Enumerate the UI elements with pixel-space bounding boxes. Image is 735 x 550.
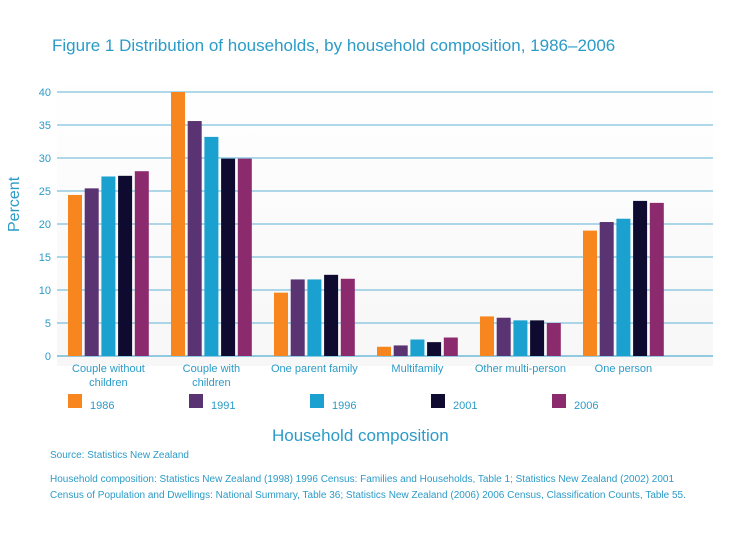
category-label-line2: children: [89, 377, 128, 389]
bar-1996: [204, 136, 219, 356]
category-label: Couple with: [183, 363, 240, 375]
legend-label: 2001: [453, 400, 477, 412]
bar-2001: [633, 200, 648, 356]
chart-title: Figure 1 Distribution of households, by …: [52, 36, 616, 55]
bar-2001: [427, 342, 442, 356]
bar-1996: [616, 218, 631, 356]
bar-2006: [649, 202, 664, 356]
bar-2006: [340, 278, 355, 356]
category-label-line2: children: [192, 377, 231, 389]
bar-2006: [237, 158, 252, 356]
bar-1991: [290, 279, 305, 356]
bar-1986: [68, 194, 82, 356]
bar-2006: [443, 337, 458, 356]
y-tick-label: 35: [39, 120, 51, 132]
bar-1991: [599, 222, 614, 356]
bar-1996: [410, 339, 425, 356]
y-tick-label: 40: [39, 87, 51, 99]
bar-1991: [84, 188, 99, 356]
y-axis-label: Percent: [6, 176, 23, 232]
y-tick-label: 5: [45, 318, 51, 330]
y-tick-label: 0: [45, 351, 51, 363]
bar-2001: [530, 320, 545, 356]
bar-1986: [274, 292, 288, 356]
source-note: Source: Statistics New Zealand: [50, 450, 189, 461]
bar-1986: [171, 92, 185, 356]
x-axis-label: Household composition: [272, 426, 449, 445]
bar-2006: [546, 323, 561, 356]
citation-note: Household composition: Statistics New Ze…: [50, 474, 686, 501]
bar-1986: [583, 230, 597, 356]
notes: Source: Statistics New Zealand Household…: [50, 448, 690, 504]
y-tick-label: 25: [39, 186, 51, 198]
chart: 0 5 10 15 20 25 30 35 40 Couple without children C…: [39, 87, 713, 412]
legend-swatch-1991: [189, 394, 203, 408]
bar-1986: [480, 316, 494, 356]
legend-label: 1996: [332, 400, 356, 412]
y-tick-label: 10: [39, 285, 51, 297]
legend-label: 1986: [90, 400, 114, 412]
y-tick-label: 20: [39, 219, 51, 231]
y-tick-label: 30: [39, 153, 51, 165]
legend-swatch-2001: [431, 394, 445, 408]
bar-1996: [513, 320, 528, 356]
y-tick-label: 15: [39, 252, 51, 264]
bar-1991: [496, 317, 511, 356]
bar-1996: [101, 176, 116, 356]
legend-swatch-1986: [68, 394, 82, 408]
category-label: Multifamily: [391, 363, 443, 375]
bar-1986: [377, 346, 391, 356]
legend-swatch-1996: [310, 394, 324, 408]
category-label: One parent family: [271, 363, 358, 375]
bar-2001: [221, 158, 236, 356]
bar-1991: [393, 345, 408, 356]
bar-2001: [324, 274, 339, 356]
category-label: Other multi-person: [475, 363, 566, 375]
category-label: One person: [595, 363, 652, 375]
legend-swatch-2006: [552, 394, 566, 408]
bar-2001: [118, 175, 133, 356]
legend-label: 2006: [574, 400, 598, 412]
bar-1996: [307, 279, 322, 356]
category-label: Couple without: [72, 363, 145, 375]
bar-2006: [134, 171, 149, 356]
legend-label: 1991: [211, 400, 235, 412]
bar-1991: [187, 121, 202, 356]
